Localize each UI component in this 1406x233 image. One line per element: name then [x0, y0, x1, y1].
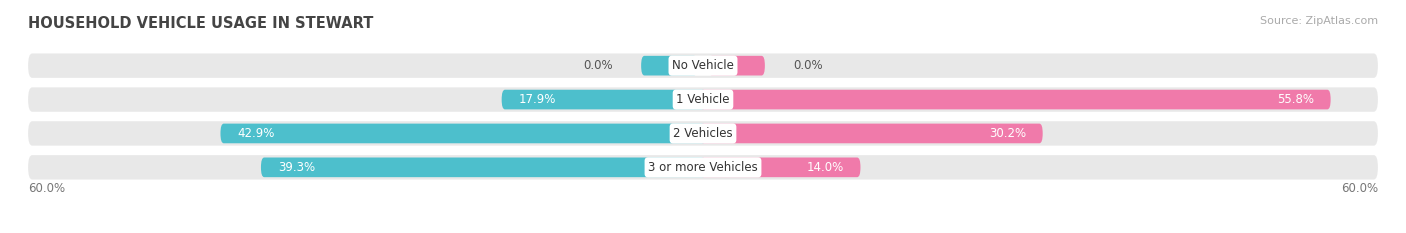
- Text: HOUSEHOLD VEHICLE USAGE IN STEWART: HOUSEHOLD VEHICLE USAGE IN STEWART: [28, 16, 374, 31]
- FancyBboxPatch shape: [700, 124, 1043, 143]
- FancyBboxPatch shape: [28, 121, 1378, 146]
- FancyBboxPatch shape: [262, 158, 706, 177]
- Text: 2 Vehicles: 2 Vehicles: [673, 127, 733, 140]
- FancyBboxPatch shape: [502, 90, 706, 109]
- Text: 14.0%: 14.0%: [807, 161, 844, 174]
- Text: 3 or more Vehicles: 3 or more Vehicles: [648, 161, 758, 174]
- Text: 42.9%: 42.9%: [238, 127, 274, 140]
- FancyBboxPatch shape: [28, 53, 1378, 78]
- Text: 39.3%: 39.3%: [278, 161, 315, 174]
- Text: Source: ZipAtlas.com: Source: ZipAtlas.com: [1260, 16, 1378, 26]
- Text: 55.8%: 55.8%: [1277, 93, 1313, 106]
- Text: 17.9%: 17.9%: [519, 93, 555, 106]
- Text: No Vehicle: No Vehicle: [672, 59, 734, 72]
- FancyBboxPatch shape: [221, 124, 706, 143]
- FancyBboxPatch shape: [641, 56, 697, 75]
- FancyBboxPatch shape: [700, 90, 1330, 109]
- FancyBboxPatch shape: [700, 158, 860, 177]
- Text: 30.2%: 30.2%: [988, 127, 1026, 140]
- Text: 60.0%: 60.0%: [28, 182, 65, 195]
- FancyBboxPatch shape: [28, 87, 1378, 112]
- Text: 60.0%: 60.0%: [1341, 182, 1378, 195]
- FancyBboxPatch shape: [709, 56, 765, 75]
- FancyBboxPatch shape: [28, 155, 1378, 180]
- Text: 0.0%: 0.0%: [583, 59, 613, 72]
- Text: 1 Vehicle: 1 Vehicle: [676, 93, 730, 106]
- Text: 0.0%: 0.0%: [793, 59, 823, 72]
